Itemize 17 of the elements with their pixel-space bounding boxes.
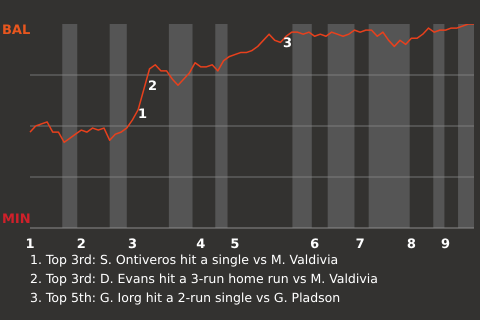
text: 2. Top 3rd: D. Evans hit a 3-run home run vs M. Valdivia: [30, 270, 378, 288]
annotation: 2: [148, 79, 158, 94]
x-tick-label: 9: [441, 237, 450, 252]
text: 1. Top 3rd: S. Ontiveros hit a single vs M. Valdivia: [30, 252, 338, 267]
x-tick-label: 4: [196, 237, 206, 252]
annotation: 3: [283, 36, 292, 51]
annotation: BAL: [2, 23, 30, 38]
x-tick-label: 8: [406, 237, 416, 252]
x-tick-label: 2: [76, 237, 86, 252]
annotation: 1: [138, 107, 148, 122]
x-tick-label: 1: [25, 237, 35, 252]
x-tick-label: 7: [356, 237, 365, 252]
x-tick-label: 5: [230, 237, 240, 252]
annotation: MIN: [2, 212, 31, 227]
text: 3. Top 5th: G. Iorg hit a 2-run single vs G. Pladson: [30, 289, 342, 307]
x-tick-label: 6: [310, 237, 320, 252]
x-tick-label: 3: [128, 237, 137, 252]
